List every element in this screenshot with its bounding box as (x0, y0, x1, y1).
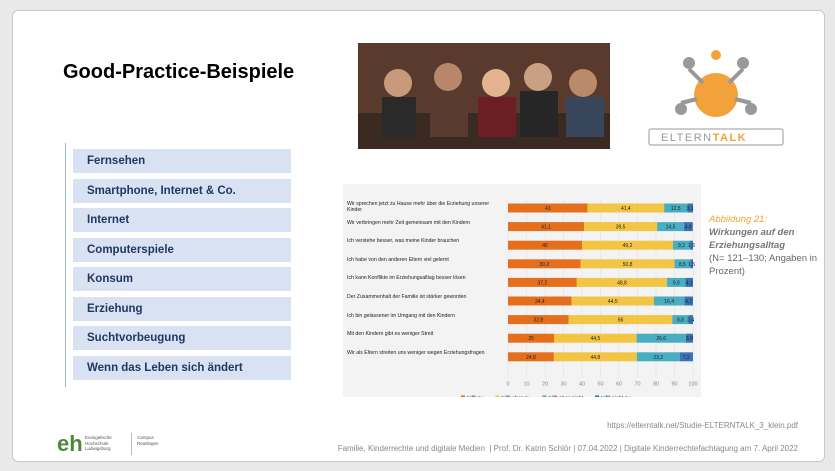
category-label: Wir als Eltern streiten uns weniger wege… (347, 350, 501, 356)
caption-title: Wirkungen auf den Erziehungsalltag (709, 226, 819, 252)
institution-campus: Campus Reutlingen (137, 435, 167, 446)
menu-item[interactable]: Computerspiele (73, 238, 291, 262)
legend-swatch (595, 395, 599, 397)
category-label: Ich bin gelassener im Umgang mit den Kin… (347, 313, 501, 319)
x-tick-label: 50 (597, 381, 603, 387)
x-tick-label: 10 (523, 381, 529, 387)
value-label: 26,6 (656, 336, 666, 342)
value-label: 9,9 (673, 280, 680, 286)
value-label: 34,4 (535, 299, 545, 305)
menu-item[interactable]: Erziehung (73, 297, 291, 321)
category-label: Der Zusammenhalt der Familie ist stärker… (347, 294, 501, 300)
value-label: 8,5 (679, 262, 686, 268)
value-label: 23,2 (653, 355, 663, 361)
value-label: 8,8 (677, 318, 684, 324)
menu-item[interactable]: Smartphone, Internet & Co. (73, 179, 291, 203)
x-tick-label: 30 (560, 381, 566, 387)
value-label: 50,8 (623, 262, 633, 268)
legend-label: trifft eher nicht (548, 395, 583, 397)
value-label: 4,8 (685, 225, 692, 231)
value-label: 12,5 (671, 206, 681, 212)
value-label: 2,4 (687, 318, 694, 324)
value-label: 3,1 (687, 206, 694, 212)
menu-item[interactable]: Internet (73, 208, 291, 232)
x-tick-label: 80 (653, 381, 659, 387)
value-label: 48,8 (617, 280, 627, 286)
institution-name: Evangelische Hochschule Ludwigsburg (85, 435, 125, 452)
value-label: 41,4 (621, 206, 631, 212)
menu-item[interactable]: Konsum (73, 267, 291, 291)
value-label: 14,5 (666, 225, 676, 231)
chart: 0 10 20 30 40 50 60 70 80 90 100 43 41,4 12,5 3,1 41,1 3… (343, 184, 701, 397)
x-tick-label: 60 (616, 381, 622, 387)
value-label: 49,2 (623, 243, 633, 249)
value-label: 7,2 (683, 355, 690, 361)
chart-panel: 0 10 20 30 40 50 60 70 80 90 100 43 41,4 12,5 3,1 41,1 3… (343, 184, 701, 397)
elterntalk-logo: ELTERNTALK (641, 43, 791, 151)
category-label: Ich habe von den anderen Eltern viel gel… (347, 257, 501, 263)
category-label: Ich verstehe besser, was meine Kinder br… (347, 238, 501, 244)
x-tick-label: 20 (542, 381, 548, 387)
slide-title: Good-Practice-Beispiele (63, 61, 294, 84)
x-tick-label: 40 (579, 381, 585, 387)
logo-right: TALK (713, 132, 748, 144)
x-tick-label: 90 (671, 381, 677, 387)
value-label: 24,8 (526, 355, 536, 361)
value-label: 43 (545, 206, 551, 212)
institution-logo: eh Evangelische Hochschule Ludwigsburg C… (57, 431, 187, 457)
menu-line (65, 143, 66, 387)
value-label: 9,2 (678, 243, 685, 249)
menu-item[interactable]: Suchtvorbeugung (73, 326, 291, 350)
legend-label: trifft nicht zu (601, 395, 631, 397)
x-tick-label: 0 (506, 381, 509, 387)
category-label: Ich kann Konflikte im Erziehungsalltag b… (347, 275, 501, 281)
institution-mark: eh (57, 431, 83, 457)
value-label: 1,6 (688, 243, 695, 249)
category-label: Mit den Kindern gibt es weniger Streit (347, 331, 501, 337)
value-label: 4,1 (686, 280, 693, 286)
caption-label: Abbildung 21: (709, 213, 819, 226)
legend-label: trifft eher zu (501, 395, 530, 397)
legend-swatch (495, 395, 499, 397)
value-label: 44,5 (591, 336, 601, 342)
value-label: 44,5 (608, 299, 618, 305)
value-label: 44,8 (590, 355, 600, 361)
logo-text: ELTERNTALK (661, 132, 747, 144)
x-tick-label: 100 (688, 381, 697, 387)
caption: Abbildung 21: Wirkungen auf den Erziehun… (709, 213, 819, 278)
value-label: 3,9 (686, 336, 693, 342)
x-tick-label: 70 (634, 381, 640, 387)
legend-swatch (542, 395, 546, 397)
legend-label: trifft zu (467, 395, 483, 397)
legend-swatch (461, 395, 465, 397)
category-label: Wir verbringen mehr Zeit gemeinsam mit d… (347, 220, 501, 226)
divider (131, 433, 132, 455)
value-label: 4,7 (685, 299, 692, 305)
photo (358, 43, 610, 149)
source-url: https://elterntalk.net/Studie-ELTERNTALK… (607, 421, 798, 430)
value-label: 41,1 (541, 225, 551, 231)
slide: Good-Practice-Beispiele ELTERNTALK Ferns… (12, 10, 825, 462)
category-label: Wir sprechen jetzt zu Hause mehr über di… (347, 201, 501, 213)
value-label: 40 (542, 243, 548, 249)
caption-note: (N= 121–130; Angaben in Prozent) (709, 252, 819, 278)
page: Good-Practice-Beispiele ELTERNTALK Ferns… (0, 0, 835, 471)
value-label: 32,8 (533, 318, 543, 324)
value-label: 56 (618, 318, 624, 324)
menu-item[interactable]: Fernsehen (73, 149, 291, 173)
value-label: 39,5 (616, 225, 626, 231)
value-label: 25 (528, 336, 534, 342)
footer-text: Familie, Kinderrechte und digitale Medie… (338, 444, 798, 453)
menu-item[interactable]: Wenn das Leben sich ändert (73, 356, 291, 380)
value-label: 16,4 (664, 299, 674, 305)
logo-left: ELTERN (661, 132, 713, 144)
value-label: 1,5 (688, 262, 695, 268)
value-label: 37,2 (538, 280, 548, 286)
value-label: 39,2 (539, 262, 549, 268)
